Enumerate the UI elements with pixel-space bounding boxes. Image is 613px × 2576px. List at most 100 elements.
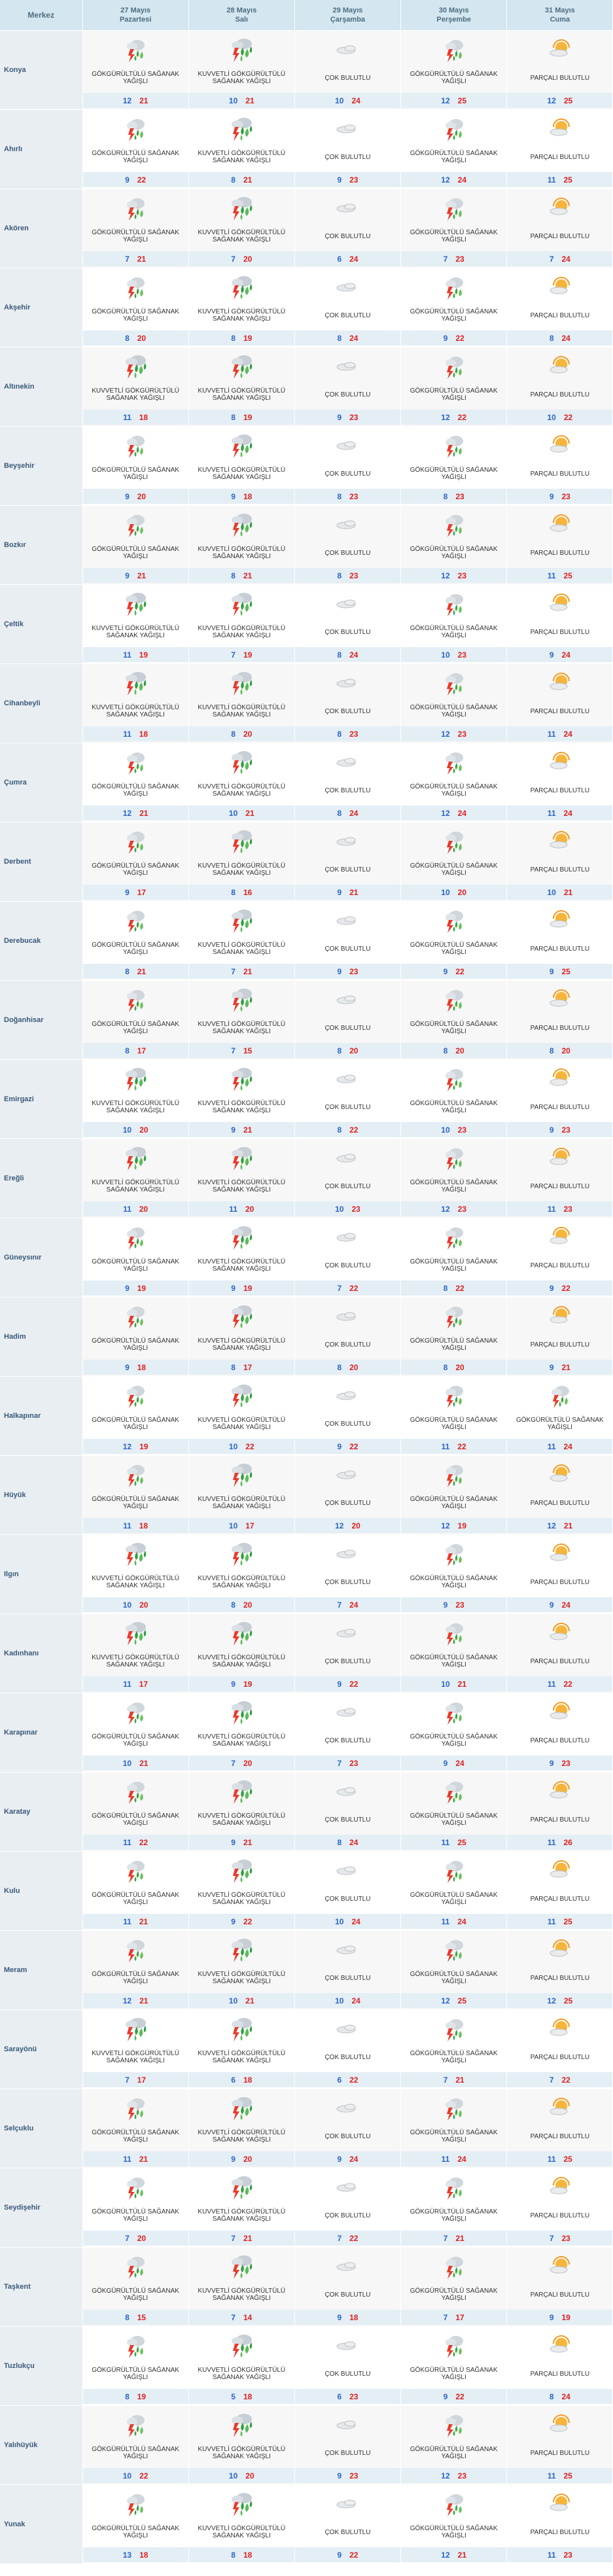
heavy-thunderstorm-rain-icon xyxy=(121,2015,150,2043)
forecast-cell: PARÇALI BULUTLU 9 23 xyxy=(506,426,613,506)
forecast-row: Bozkır GÖKGÜRÜLTÜLÜ SAĞANAK YAĞIŞLI 9 21 KUV… xyxy=(0,505,613,585)
condition-text: KUVVETLİ GÖKGÜRÜLTÜLÜ SAĞANAK YAĞIŞLI xyxy=(198,308,286,323)
forecast-row: Yalıhüyük GÖKGÜRÜLTÜLÜ SAĞANAK YAĞIŞLI 10 2… xyxy=(0,2405,613,2485)
min-temp: 11 xyxy=(547,1916,556,1926)
condition-text: GÖKGÜRÜLTÜLÜ SAĞANAK YAĞIŞLI xyxy=(410,150,498,164)
thunderstorm-rain-icon xyxy=(440,2253,468,2280)
condition-text: KUVVETLİ GÖKGÜRÜLTÜLÜ SAĞANAK YAĞIŞLI xyxy=(198,2050,286,2064)
temperature-band: 9 19 xyxy=(507,2310,613,2325)
temperature-band: 9 22 xyxy=(507,1280,613,1296)
city-name: Güneysınır xyxy=(0,1218,83,1297)
max-temp: 19 xyxy=(243,333,253,343)
heavy-thunderstorm-rain-icon xyxy=(227,2490,256,2518)
cloud-icon xyxy=(333,1461,362,1489)
cloud-icon xyxy=(333,907,362,934)
min-temp: 8 xyxy=(337,729,342,739)
condition-text: GÖKGÜRÜLTÜLÜ SAĞANAK YAĞIŞLI xyxy=(92,2208,179,2223)
min-temp: 9 xyxy=(549,1283,554,1293)
temperature-band: 9 21 xyxy=(82,568,188,583)
max-temp: 23 xyxy=(457,729,467,739)
max-temp: 20 xyxy=(349,1362,359,1372)
max-temp: 21 xyxy=(455,2233,464,2243)
temperature-band: 11 25 xyxy=(507,172,613,187)
condition-text: KUVVETLİ GÖKGÜRÜLTÜLÜ SAĞANAK YAĞIŞLI xyxy=(198,467,286,481)
max-temp: 18 xyxy=(243,2391,253,2401)
condition-text: ÇOK BULUTLU xyxy=(324,1420,371,1428)
temperature-band: 7 23 xyxy=(401,251,507,266)
temperature-band: 9 19 xyxy=(188,1280,294,1296)
forecast-cell: GÖKGÜRÜLTÜLÜ SAĞANAK YAĞIŞLI 12 21 xyxy=(82,743,189,822)
temperature-band: 9 19 xyxy=(82,1280,188,1296)
forecast-cell: PARÇALI BULUTLU 9 23 xyxy=(506,1693,613,1773)
forecast-cell: KUVVETLİ GÖKGÜRÜLTÜLÜ SAĞANAK YAĞIŞLI 8 20 xyxy=(188,1534,295,1614)
max-temp: 23 xyxy=(457,650,467,660)
temperature-band: 8 19 xyxy=(188,410,294,425)
partly-cloudy-icon xyxy=(546,1778,574,1805)
temperature-band: 11 25 xyxy=(401,1835,507,1850)
city-name: Tuzlukçu xyxy=(0,2326,83,2406)
max-temp: 21 xyxy=(243,571,253,580)
condition-text: GÖKGÜRÜLTÜLÜ SAĞANAK YAĞIŞLI xyxy=(410,1179,498,1193)
heavy-thunderstorm-rain-icon xyxy=(227,2332,256,2359)
city-name: Yunak xyxy=(0,2484,83,2564)
condition-text: GÖKGÜRÜLTÜLÜ SAĞANAK YAĞIŞLI xyxy=(92,862,179,877)
min-temp: 11 xyxy=(123,729,131,739)
max-temp: 22 xyxy=(137,175,147,185)
temperature-band: 12 21 xyxy=(82,93,188,108)
temperature-band: 10 24 xyxy=(294,1993,401,2008)
min-temp: 9 xyxy=(443,2391,448,2401)
min-temp: 12 xyxy=(441,175,450,185)
forecast-cell: KUVVETLİ GÖKGÜRÜLTÜLÜ SAĞANAK YAĞIŞLI 9 22 xyxy=(188,1851,295,1931)
max-temp: 24 xyxy=(351,1996,360,2005)
condition-text: PARÇALI BULUTLU xyxy=(530,1657,590,1665)
condition-text: KUVVETLİ GÖKGÜRÜLTÜLÜ SAĞANAK YAĞIŞLI xyxy=(198,2208,286,2223)
condition-text: GÖKGÜRÜLTÜLÜ SAĞANAK YAĞIŞLI xyxy=(92,308,179,323)
temperature-band: 11 26 xyxy=(507,1835,613,1850)
forecast-cell: KUVVETLİ GÖKGÜRÜLTÜLÜ SAĞANAK YAĞIŞLI 8 21 xyxy=(188,109,295,189)
forecast-cell: ÇOK BULUTLU 9 21 xyxy=(294,822,402,902)
condition-text: GÖKGÜRÜLTÜLÜ SAĞANAK YAĞIŞLI xyxy=(92,2129,179,2144)
day-weekday: Perşembe xyxy=(436,16,471,24)
min-temp: 12 xyxy=(122,808,132,818)
thunderstorm-rain-icon xyxy=(121,36,150,63)
max-temp: 21 xyxy=(563,1521,573,1530)
forecast-cell: GÖKGÜRÜLTÜLÜ SAĞANAK YAĞIŞLI 12 22 xyxy=(400,347,508,427)
temperature-band: 9 24 xyxy=(507,1597,613,1612)
thunderstorm-rain-icon xyxy=(121,1461,150,1489)
max-temp: 20 xyxy=(243,254,253,264)
forecast-cell: PARÇALI BULUTLU 9 23 xyxy=(506,1059,613,1139)
thunderstorm-rain-icon xyxy=(440,353,468,380)
min-temp: 8 xyxy=(337,1837,342,1847)
condition-text: KUVVETLİ GÖKGÜRÜLTÜLÜ SAĞANAK YAĞIŞLI xyxy=(198,2367,286,2381)
condition-text: GÖKGÜRÜLTÜLÜ SAĞANAK YAĞIŞLI xyxy=(410,2287,498,2302)
max-temp: 24 xyxy=(351,1916,360,1926)
partly-cloudy-icon xyxy=(546,1540,574,1568)
condition-text: KUVVETLİ GÖKGÜRÜLTÜLÜ SAĞANAK YAĞIŞLI xyxy=(92,387,179,402)
min-temp: 7 xyxy=(337,1758,342,1768)
forecast-cell: KUVVETLİ GÖKGÜRÜLTÜLÜ SAĞANAK YAĞIŞLI 9 21 xyxy=(188,1059,295,1139)
min-temp: 12 xyxy=(441,412,450,422)
partly-cloudy-icon xyxy=(546,1936,574,1964)
city-name: Hüyük xyxy=(0,1455,83,1535)
day-weekday: Cuma xyxy=(550,16,570,24)
temperature-band: 10 20 xyxy=(401,885,507,900)
thunderstorm-rain-icon xyxy=(121,2411,150,2439)
max-temp: 22 xyxy=(349,2233,359,2243)
partly-cloudy-icon xyxy=(546,432,574,459)
thunderstorm-rain-icon xyxy=(440,1065,468,1093)
min-temp: 11 xyxy=(547,2550,556,2560)
forecast-cell: GÖKGÜRÜLTÜLÜ SAĞANAK YAĞIŞLI 9 24 xyxy=(400,1693,508,1773)
partly-cloudy-icon xyxy=(546,1619,574,1647)
max-temp: 20 xyxy=(455,1046,464,1055)
condition-text: KUVVETLİ GÖKGÜRÜLTÜLÜ SAĞANAK YAĞIŞLI xyxy=(92,1654,179,1668)
min-temp: 9 xyxy=(125,887,130,897)
condition-text: KUVVETLİ GÖKGÜRÜLTÜLÜ SAĞANAK YAĞIŞLI xyxy=(198,862,286,877)
min-temp: 9 xyxy=(443,1758,448,1768)
condition-text: KUVVETLİ GÖKGÜRÜLTÜLÜ SAĞANAK YAĞIŞLI xyxy=(198,1179,286,1193)
partly-cloudy-icon xyxy=(546,986,574,1014)
forecast-cell: ÇOK BULUTLU 9 24 xyxy=(294,2089,402,2168)
forecast-cell: GÖKGÜRÜLTÜLÜ SAĞANAK YAĞIŞLI 9 22 xyxy=(400,2326,508,2406)
min-temp: 12 xyxy=(441,2550,450,2560)
forecast-cell: PARÇALI BULUTLU 10 22 xyxy=(506,347,613,427)
